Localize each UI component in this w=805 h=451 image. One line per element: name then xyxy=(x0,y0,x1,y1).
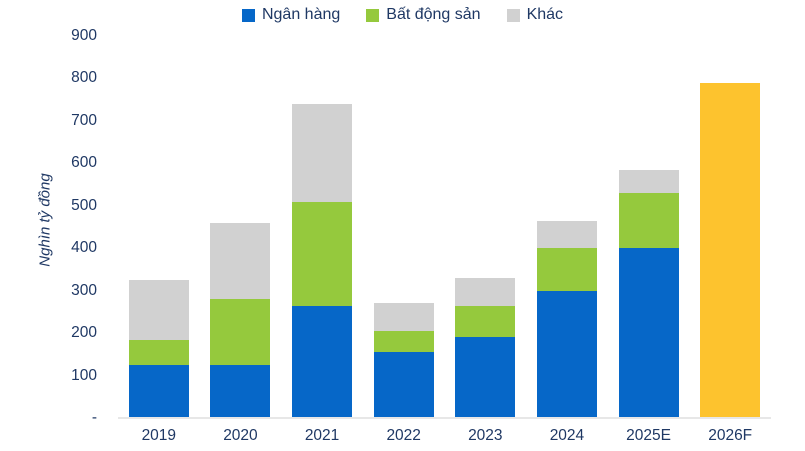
bar-slot-2026F xyxy=(689,36,771,418)
bar-segment-real_estate-2020 xyxy=(210,299,271,365)
legend-item-real_estate: Bất động sản xyxy=(366,6,481,24)
bar-segment-other-2020 xyxy=(210,222,271,300)
x-tick-label-2024: 2024 xyxy=(549,427,585,444)
legend-label: Ngân hàng xyxy=(261,6,341,23)
bar-segment-bank-2024 xyxy=(536,290,597,418)
y-tick-label: 500 xyxy=(71,196,97,214)
legend-item-other: Khác xyxy=(506,6,564,24)
x-tick-label-2019: 2019 xyxy=(141,427,177,444)
bar-2026F xyxy=(700,82,761,418)
bar-segment-other-2019 xyxy=(128,280,189,340)
x-tick-label-2025E: 2025E xyxy=(626,427,671,444)
legend-swatch-icon xyxy=(506,8,520,22)
x-tick-label-2023: 2023 xyxy=(468,427,503,444)
y-tick-label: 800 xyxy=(71,69,97,87)
bar-segment-bank-2020 xyxy=(210,364,271,418)
bar-segment-real_estate-2022 xyxy=(373,331,434,353)
bar-segment-real_estate-2025E xyxy=(618,193,679,249)
bar-slot-2025E xyxy=(608,36,690,418)
bar-segment-bank-2021 xyxy=(292,305,353,418)
bar-segment-other-2025E xyxy=(618,169,679,194)
bar-segment-real_estate-2024 xyxy=(536,248,597,291)
bar-slot-2023 xyxy=(445,36,527,418)
bar-2021 xyxy=(292,103,353,418)
x-tick-label-2021: 2021 xyxy=(304,427,340,444)
x-tick-label-2026F: 2026F xyxy=(708,427,753,444)
legend-label: Khác xyxy=(526,6,564,23)
y-tick-label: 700 xyxy=(71,111,97,129)
y-tick-label: 100 xyxy=(71,366,97,384)
bar-segment-bank-2019 xyxy=(128,364,189,418)
bar-segment-other-2022 xyxy=(373,303,434,331)
bar-2020 xyxy=(210,222,271,418)
bar-segment-real_estate-2019 xyxy=(128,339,189,365)
y-axis-ticks: - 100 200 300 400 500 600 700 800 900 xyxy=(0,27,97,426)
bar-segment-real_estate-2021 xyxy=(292,201,353,306)
bar-segment-bank-2023 xyxy=(455,337,516,418)
legend-swatch-icon xyxy=(241,8,255,22)
bar-2024 xyxy=(536,220,597,418)
bar-segment-other-2021 xyxy=(292,103,353,202)
legend-swatch-icon xyxy=(366,8,380,22)
bar-slot-2021 xyxy=(281,36,363,418)
bar-slot-2024 xyxy=(526,36,608,418)
bar-segment-bank-2025E xyxy=(618,248,679,418)
x-tick-label-2020: 2020 xyxy=(223,427,258,444)
chart-legend: Ngân hàng Bất động sản Khác xyxy=(0,6,805,24)
bar-2022 xyxy=(373,303,434,418)
y-tick-label: 400 xyxy=(71,239,97,257)
bar-segment-real_estate-2023 xyxy=(455,305,516,338)
bar-segment-bank-2022 xyxy=(373,352,434,418)
y-tick-label: - xyxy=(91,409,97,426)
x-axis-line xyxy=(118,417,771,419)
bar-slot-2020 xyxy=(200,36,282,418)
bar-segment-other-2024 xyxy=(536,220,597,249)
bar-2019 xyxy=(128,280,189,418)
bar-slot-2022 xyxy=(363,36,445,418)
bar-2023 xyxy=(455,277,516,418)
y-tick-label: 600 xyxy=(71,154,97,172)
bar-2025E xyxy=(618,169,679,418)
bar-segment-other-2023 xyxy=(455,277,516,306)
legend-item-bank: Ngân hàng xyxy=(241,6,341,24)
legend-label: Bất động sản xyxy=(386,6,481,23)
y-tick-label: 300 xyxy=(71,281,97,299)
bar-segment-forecast-2026F xyxy=(700,82,761,418)
x-tick-label-2022: 2022 xyxy=(386,427,421,444)
y-tick-label: 200 xyxy=(71,324,97,342)
y-tick-label: 900 xyxy=(71,27,97,44)
x-axis-labels: 2019 2020 2021 2022 2023 2024 2025E 2026F xyxy=(118,427,771,445)
plot-area xyxy=(118,36,771,418)
bar-slot-2019 xyxy=(118,36,200,418)
